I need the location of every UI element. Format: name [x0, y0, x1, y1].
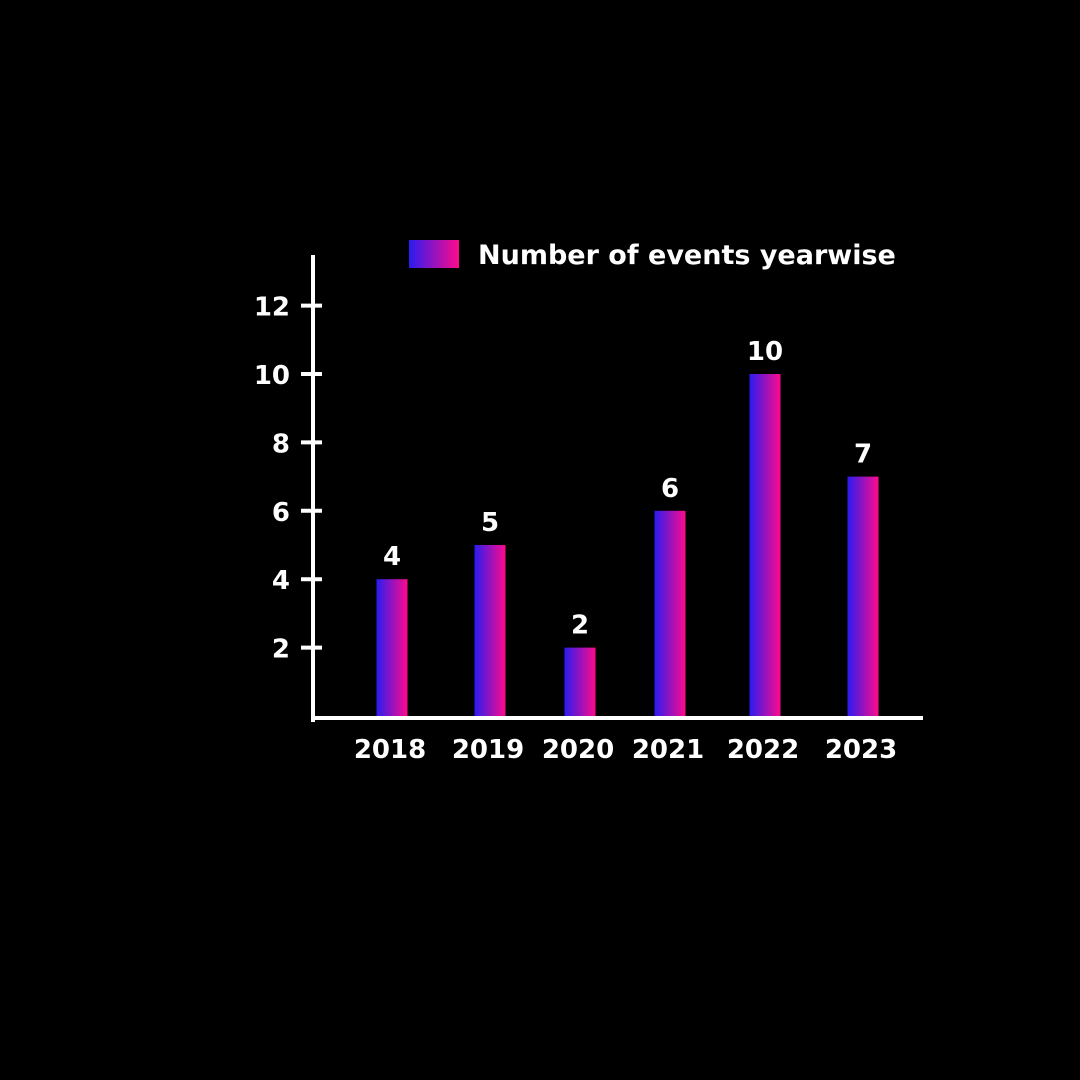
- x-tick-label-2020: 2020: [542, 735, 614, 765]
- value-label-2022: 10: [747, 337, 783, 367]
- value-label-2018: 4: [383, 542, 401, 572]
- x-tick-label-2022: 2022: [727, 735, 799, 765]
- y-tick-label: 8: [272, 429, 290, 459]
- y-tick-label: 4: [272, 566, 290, 596]
- y-axis-ticks: 2 4 6 8 10 12: [254, 293, 322, 665]
- bars: [376, 374, 879, 716]
- bar-2020: [564, 647, 596, 716]
- y-tick-label: 10: [254, 361, 290, 391]
- x-tick-label-2023: 2023: [825, 735, 897, 765]
- x-tick-label-2019: 2019: [452, 735, 524, 765]
- y-tick-label: 12: [254, 293, 290, 323]
- bar-2022: [749, 374, 781, 716]
- legend-label: Number of events yearwise: [478, 240, 896, 271]
- legend: Number of events yearwise: [409, 240, 896, 271]
- value-label-2021: 6: [661, 474, 679, 504]
- y-tick-label: 2: [272, 635, 290, 665]
- x-tick-label-2021: 2021: [632, 735, 704, 765]
- legend-swatch: [409, 240, 459, 268]
- y-tick-label: 6: [272, 498, 290, 528]
- bar-2019: [474, 545, 506, 716]
- value-labels: 4 5 2 6 10 7: [383, 337, 872, 641]
- x-axis-labels: 2018 2019 2020 2021 2022 2023: [354, 735, 897, 765]
- bar-2021: [654, 510, 686, 716]
- bar-2023: [847, 476, 879, 716]
- value-label-2023: 7: [854, 440, 872, 470]
- bar-2018: [376, 579, 408, 716]
- value-label-2020: 2: [571, 611, 589, 641]
- value-label-2019: 5: [481, 508, 499, 538]
- x-tick-label-2018: 2018: [354, 735, 426, 765]
